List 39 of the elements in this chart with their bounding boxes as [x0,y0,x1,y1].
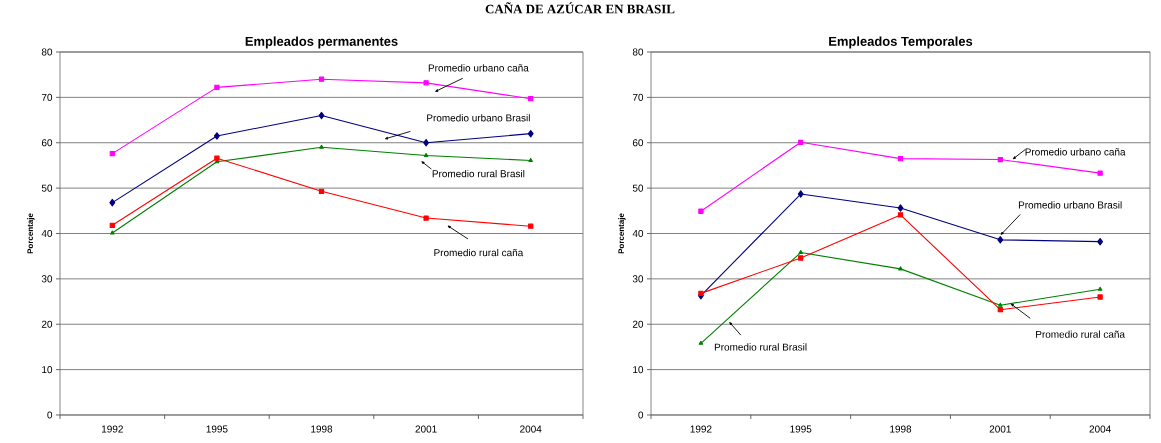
text: Promedio rural caña [434,248,524,257]
x-tick-label: 2001 [415,425,437,433]
y-tick-label: 20 [632,320,644,328]
y-tick-label: 20 [41,320,53,328]
y-tick-label: 70 [41,93,53,101]
series-label: Promedio rural Brasil [714,343,807,351]
x-tick-label: 2001 [989,425,1011,433]
x-tick-label: 1998 [890,425,912,433]
text: Promedio rural caña [1036,330,1125,338]
series-label: Promedio rural Brasil [432,169,525,178]
series-label: Promedio urbano caña [428,64,529,72]
x-tick-label: 1992 [101,425,123,433]
y-tick-label: 10 [42,366,53,374]
y-tick-label: 60 [632,139,644,147]
chart-title: Empleados Temporales [829,36,973,49]
y-tick-label: 40 [632,229,644,238]
y-tick-label: 30 [41,275,53,283]
x-tick-label: 1998 [311,425,333,433]
chart-title: Empleados permanentes [245,36,398,49]
series-label: Promedio urbano Brasil [427,114,530,122]
x-tick-label: 1992 [690,425,712,433]
x-tick-label: 2004 [520,425,542,433]
y-tick-label: 50 [632,184,644,192]
x-tick-label: 2004 [1089,425,1111,433]
y-tick-label: 60 [41,139,53,147]
x-tick-label: 1995 [206,425,228,433]
y-tick-label: 30 [632,275,644,283]
y-tick-label: 0 [47,411,53,419]
y-tick-label: 0 [638,411,644,419]
text: Promedio urbano Brasil [1018,201,1122,209]
y-tick-label: 80 [41,48,53,56]
y-tick-label: 10 [633,366,644,374]
x-tick-label: 1995 [790,425,812,433]
y-tick-label: 80 [632,48,644,56]
series-label: Promedio urbano caña [1025,148,1126,156]
y-tick-label: 40 [41,229,53,238]
y-tick-label: 70 [632,93,644,101]
text: CAÑA DE AZÚCAR EN BRASIL [485,2,675,14]
y-tick-label: 50 [41,184,53,192]
